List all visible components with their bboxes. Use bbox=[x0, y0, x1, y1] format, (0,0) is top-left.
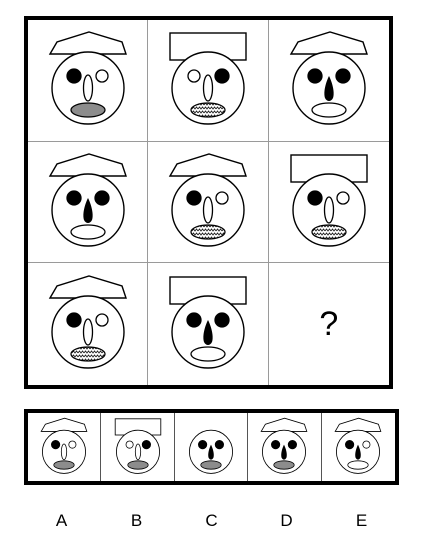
right-eye-icon bbox=[214, 440, 224, 450]
left-eye-icon bbox=[51, 440, 61, 450]
right-eye-icon bbox=[95, 69, 109, 83]
grid-cell bbox=[148, 20, 269, 142]
answer-option[interactable] bbox=[248, 413, 322, 481]
question-mark: ? bbox=[319, 304, 339, 343]
left-eye-icon bbox=[187, 69, 201, 83]
face-figure bbox=[48, 275, 127, 369]
mouth-icon bbox=[70, 346, 106, 362]
left-eye-icon bbox=[307, 68, 323, 84]
nose-icon bbox=[355, 444, 362, 460]
hat-pentagon-icon bbox=[289, 31, 368, 56]
nose-icon bbox=[82, 74, 93, 102]
right-eye-icon bbox=[95, 313, 109, 327]
mouth-icon bbox=[311, 102, 347, 118]
right-eye-icon bbox=[68, 440, 77, 449]
mouth-icon bbox=[53, 460, 75, 470]
hat-pentagon-icon bbox=[40, 417, 88, 432]
nose-icon bbox=[281, 444, 288, 460]
grid-cell bbox=[28, 141, 149, 264]
nose-icon bbox=[134, 443, 141, 460]
face-figure bbox=[188, 429, 234, 474]
face-figure bbox=[40, 417, 88, 474]
hat-pentagon-icon bbox=[168, 153, 247, 177]
right-eye-icon bbox=[335, 68, 351, 84]
left-eye-icon bbox=[66, 190, 82, 206]
left-eye-icon bbox=[307, 190, 323, 206]
nose-icon bbox=[324, 76, 334, 102]
nose-icon bbox=[61, 443, 68, 460]
mouth-icon bbox=[190, 224, 226, 240]
mouth-icon bbox=[311, 224, 347, 240]
mouth-icon bbox=[70, 224, 106, 240]
left-eye-icon bbox=[186, 190, 202, 206]
grid-cell: ? bbox=[269, 263, 389, 385]
answer-option[interactable] bbox=[175, 413, 249, 481]
answer-options bbox=[24, 409, 399, 485]
right-eye-icon bbox=[215, 191, 229, 205]
answer-option[interactable] bbox=[101, 413, 175, 481]
answer-option[interactable] bbox=[28, 413, 102, 481]
right-eye-icon bbox=[214, 68, 230, 84]
face-figure bbox=[260, 417, 308, 474]
right-eye-icon bbox=[336, 191, 350, 205]
hat-pentagon-icon bbox=[48, 275, 127, 299]
face-figure bbox=[48, 153, 127, 247]
face-figure bbox=[168, 153, 247, 247]
option-label[interactable]: A bbox=[55, 511, 68, 530]
left-eye-icon bbox=[271, 440, 281, 450]
mouth-icon bbox=[127, 460, 149, 470]
nose-icon bbox=[208, 444, 214, 460]
grid-cell bbox=[268, 142, 389, 264]
face-figure bbox=[48, 31, 127, 126]
hat-pentagon-icon bbox=[48, 31, 127, 56]
face-figure bbox=[114, 418, 161, 474]
grid-cell bbox=[148, 141, 269, 264]
grid-cell bbox=[148, 263, 269, 385]
face-figure bbox=[169, 32, 247, 126]
face-figure bbox=[169, 276, 247, 369]
nose-icon bbox=[203, 320, 213, 346]
mouth-icon bbox=[190, 102, 226, 118]
mouth-icon bbox=[190, 346, 226, 362]
left-eye-icon bbox=[66, 68, 82, 84]
option-label[interactable]: B bbox=[130, 511, 143, 530]
puzzle-grid: ? bbox=[24, 16, 393, 389]
mouth-icon bbox=[200, 460, 222, 470]
nose-icon bbox=[202, 196, 214, 224]
right-eye-icon bbox=[141, 440, 151, 450]
face-figure bbox=[290, 154, 368, 247]
mouth-icon bbox=[70, 102, 106, 118]
grid-cell bbox=[28, 20, 149, 142]
mouth-icon bbox=[347, 460, 369, 470]
right-eye-icon bbox=[94, 190, 110, 206]
nose-icon bbox=[83, 197, 93, 223]
left-eye-icon bbox=[345, 440, 355, 450]
hat-pentagon-icon bbox=[48, 153, 127, 177]
grid-cell bbox=[268, 20, 389, 142]
nose-icon bbox=[82, 318, 93, 346]
hat-pentagon-icon bbox=[334, 417, 382, 432]
option-label[interactable]: E bbox=[355, 511, 368, 530]
mouth-icon bbox=[273, 460, 295, 470]
face-figure bbox=[289, 31, 368, 126]
right-eye-icon bbox=[362, 440, 371, 449]
right-eye-icon bbox=[214, 312, 230, 328]
left-eye-icon bbox=[197, 440, 208, 450]
option-labels: A B C D E bbox=[24, 511, 399, 533]
left-eye-icon bbox=[186, 312, 202, 328]
answer-option[interactable] bbox=[322, 413, 395, 481]
option-label[interactable]: C bbox=[205, 511, 218, 530]
right-eye-icon bbox=[288, 440, 298, 450]
option-label[interactable]: D bbox=[280, 511, 293, 530]
left-eye-icon bbox=[66, 312, 82, 328]
left-eye-icon bbox=[125, 440, 134, 449]
grid-cell bbox=[28, 263, 149, 385]
face-figure bbox=[334, 417, 382, 474]
hat-pentagon-icon bbox=[260, 417, 308, 432]
nose-icon bbox=[323, 196, 334, 224]
nose-icon bbox=[202, 74, 214, 102]
